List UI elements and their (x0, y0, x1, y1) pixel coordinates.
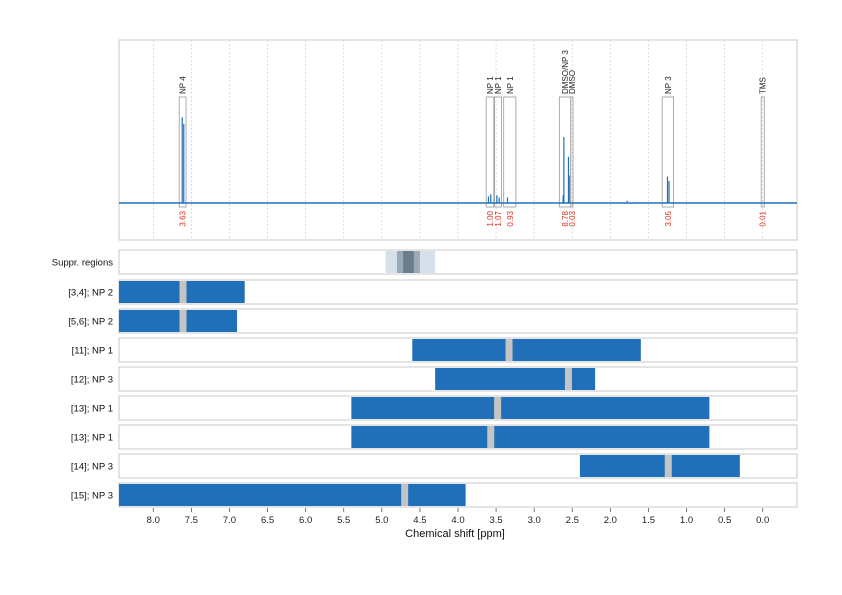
track-range-bar (351, 397, 710, 419)
x-tick-label: 6.5 (261, 515, 274, 526)
track-range-bar (435, 368, 596, 390)
x-tick-label: 0.0 (756, 515, 769, 526)
x-axis-label: Chemical shift [ppm] (405, 528, 505, 540)
track-marker (179, 281, 187, 303)
integral-label: 1.07 (494, 210, 503, 226)
track-label: [13]; NP 1 (71, 433, 113, 444)
peak-region-box (661, 96, 674, 208)
peak-label: NP 1 (494, 76, 503, 94)
track-label: [5,6]; NP 2 (68, 317, 113, 328)
integral-label: 0.01 (759, 210, 768, 226)
x-tick-label: 1.0 (680, 515, 693, 526)
peak-region-box (760, 96, 765, 208)
track-marker (487, 426, 495, 448)
integral-label: 1.00 (486, 210, 495, 226)
x-tick-label: 6.0 (299, 515, 312, 526)
x-tick-label: 3.5 (489, 515, 502, 526)
track-label: [12]; NP 3 (71, 375, 113, 386)
track-label: [11]; NP 1 (72, 346, 113, 357)
x-tick-label: 4.5 (413, 515, 426, 526)
peak-label: NP 1 (486, 76, 495, 94)
x-tick-label: 0.5 (718, 515, 731, 526)
track-range-bar (119, 484, 466, 506)
integral-label: 3.05 (664, 210, 673, 226)
track-label: [14]; NP 3 (71, 462, 113, 473)
track-label: [3,4]; NP 2 (68, 288, 113, 299)
integral-label: 0.93 (506, 210, 515, 226)
peak-region-box (178, 96, 187, 208)
x-tick-label: 2.5 (566, 515, 579, 526)
peak-label: TMS (759, 77, 768, 94)
track-range-bar (119, 310, 238, 332)
x-tick-label: 8.0 (147, 515, 160, 526)
track-range-bar (412, 339, 641, 361)
x-tick-label: 4.0 (451, 515, 464, 526)
suppression-label: Suppr. regions (52, 258, 114, 269)
track-label: [15]; NP 3 (71, 491, 113, 502)
track-marker (664, 455, 672, 477)
x-axis: 8.0 7.5 7.0 6.5 6.0 5.5 5.0 4.5 4.0 3.5 3.0 2.5 2.0 1… (147, 508, 769, 526)
peak-label: NP 3 (664, 76, 673, 94)
peak-region-box (570, 96, 574, 208)
peak-region-box (485, 96, 495, 208)
x-tick-label: 1.5 (642, 515, 655, 526)
track-range-bar (579, 455, 740, 477)
x-tick-label: 3.0 (528, 515, 541, 526)
peak-region-box (494, 96, 502, 208)
integral-label: 8.78 (561, 210, 570, 226)
track-marker (401, 484, 409, 506)
peak-label: NP 1 (506, 76, 515, 94)
peak-label: DMSO (568, 70, 577, 94)
x-tick-label: 7.5 (185, 515, 198, 526)
track-marker (494, 397, 502, 419)
track-marker (179, 310, 187, 332)
suppression-track: Suppr. regions (52, 249, 798, 275)
peak-region-box (503, 96, 517, 208)
integral-label: 0.03 (568, 210, 577, 226)
track-range-bar (351, 426, 710, 448)
integral-label: 3.63 (179, 210, 188, 226)
track-label: [13]; NP 1 (71, 404, 113, 415)
x-tick-label: 5.5 (337, 515, 350, 526)
spectrum-panel: NP 4 3.63 NP 1 1.00 NP 1 1.07 NP 1 0.93 DMSO/NP … (118, 39, 798, 241)
x-tick-label: 5.0 (375, 515, 388, 526)
peak-label: DMSO/NP 3 (561, 50, 570, 94)
x-tick-label: 2.0 (604, 515, 617, 526)
x-tick-label: 7.0 (223, 515, 236, 526)
peak-label: NP 4 (179, 76, 188, 94)
suppression-frame (118, 249, 798, 275)
track-marker (564, 368, 572, 390)
suppression-region (403, 251, 414, 273)
track-marker (505, 339, 513, 361)
range-tracks: [3,4]; NP 2 [5,6]; NP 2 [11]; NP 1 [12]; NP… (68, 279, 798, 508)
